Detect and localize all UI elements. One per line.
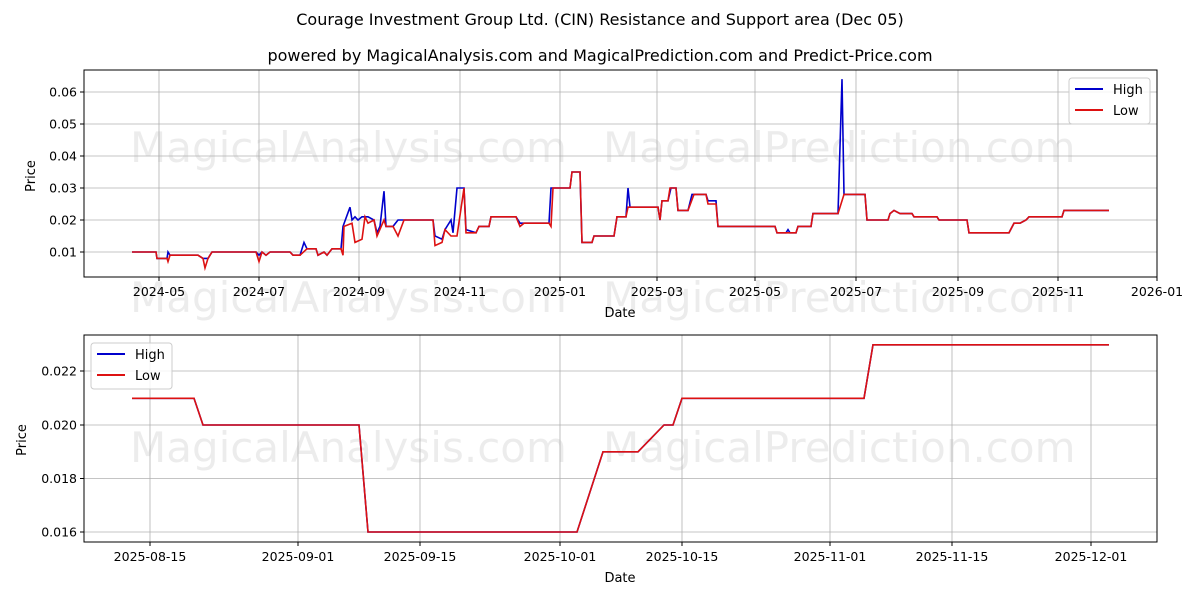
- x-tick-label: 2025-12-01: [1055, 549, 1128, 564]
- x-tick-label: 2025-07: [830, 284, 882, 299]
- top-legend: High Low: [1068, 77, 1151, 125]
- bottom-legend: High Low: [90, 342, 173, 390]
- x-tick-label: 2025-05: [729, 284, 781, 299]
- bottom-axis-ticks: 0.016 0.018 0.020 0.022 2025-08-15 2025-09-01…: [41, 364, 1127, 565]
- y-tick-label: 0.05: [49, 117, 77, 132]
- x-tick-label: 2024-11: [434, 284, 486, 299]
- x-tick-label: 2026-01: [1131, 284, 1183, 299]
- bottom-y-axis-label: Price: [15, 424, 30, 456]
- bottom-low-line: [132, 343, 1109, 533]
- watermark-bottom-right: MagicalPrediction.com: [603, 423, 1076, 472]
- x-tick-label: 2025-11: [1032, 284, 1084, 299]
- y-tick-label: 0.016: [41, 525, 77, 540]
- top-low-line: [132, 171, 1109, 272]
- top-y-axis-label: Price: [24, 160, 39, 192]
- x-tick-label: 2024-07: [233, 284, 285, 299]
- x-tick-label: 2024-05: [133, 284, 185, 299]
- top-plot-frame: [83, 69, 1158, 278]
- legend-low-label: Low: [1113, 104, 1139, 119]
- y-tick-label: 0.018: [41, 471, 77, 486]
- x-tick-label: 2025-09: [932, 284, 984, 299]
- top-axis-ticks: 0.01 0.02 0.03 0.04 0.05 0.06 2024-05 2024-07 20…: [49, 85, 1183, 300]
- y-tick-label: 0.02: [49, 213, 77, 228]
- y-tick-label: 0.06: [49, 85, 77, 100]
- bottom-plot-frame: [83, 334, 1158, 543]
- y-tick-label: 0.022: [41, 364, 77, 379]
- x-tick-label: 2025-11-01: [794, 549, 867, 564]
- y-tick-label: 0.03: [49, 181, 77, 196]
- x-tick-label: 2024-09: [333, 284, 385, 299]
- x-tick-label: 2025-09-01: [262, 549, 335, 564]
- x-tick-label: 2025-11-15: [916, 549, 989, 564]
- y-tick-label: 0.020: [41, 418, 77, 433]
- legend-high-label: High: [135, 348, 165, 363]
- y-tick-label: 0.01: [49, 245, 77, 260]
- x-tick-label: 2025-10-01: [524, 549, 597, 564]
- watermark-bottom-left: MagicalAnalysis.com: [130, 423, 567, 472]
- chart-title: Courage Investment Group Ltd. (CIN) Resi…: [296, 10, 904, 29]
- watermark-mid-right: MagicalPrediction.com: [603, 273, 1076, 322]
- x-tick-label: 2025-10-15: [646, 549, 719, 564]
- top-chart-panel: MagicalAnalysis.com MagicalPrediction.co…: [24, 69, 1183, 322]
- watermark-mid-left: MagicalAnalysis.com: [130, 273, 567, 322]
- watermark-top-left: MagicalAnalysis.com: [130, 123, 567, 172]
- legend-high-label: High: [1113, 83, 1143, 98]
- legend-low-label: Low: [135, 369, 161, 384]
- x-tick-label: 2025-09-15: [384, 549, 457, 564]
- x-tick-label: 2025-03: [631, 284, 683, 299]
- x-tick-label: 2025-08-15: [114, 549, 187, 564]
- bottom-x-axis-label: Date: [604, 571, 635, 586]
- top-x-axis-label: Date: [604, 306, 635, 321]
- top-grid: [84, 70, 1158, 277]
- chart-subtitle: powered by MagicalAnalysis.com and Magic…: [267, 46, 933, 65]
- x-tick-label: 2025-01: [534, 284, 586, 299]
- bottom-chart-panel: MagicalAnalysis.com MagicalPrediction.co…: [15, 334, 1158, 586]
- y-tick-label: 0.04: [49, 149, 77, 164]
